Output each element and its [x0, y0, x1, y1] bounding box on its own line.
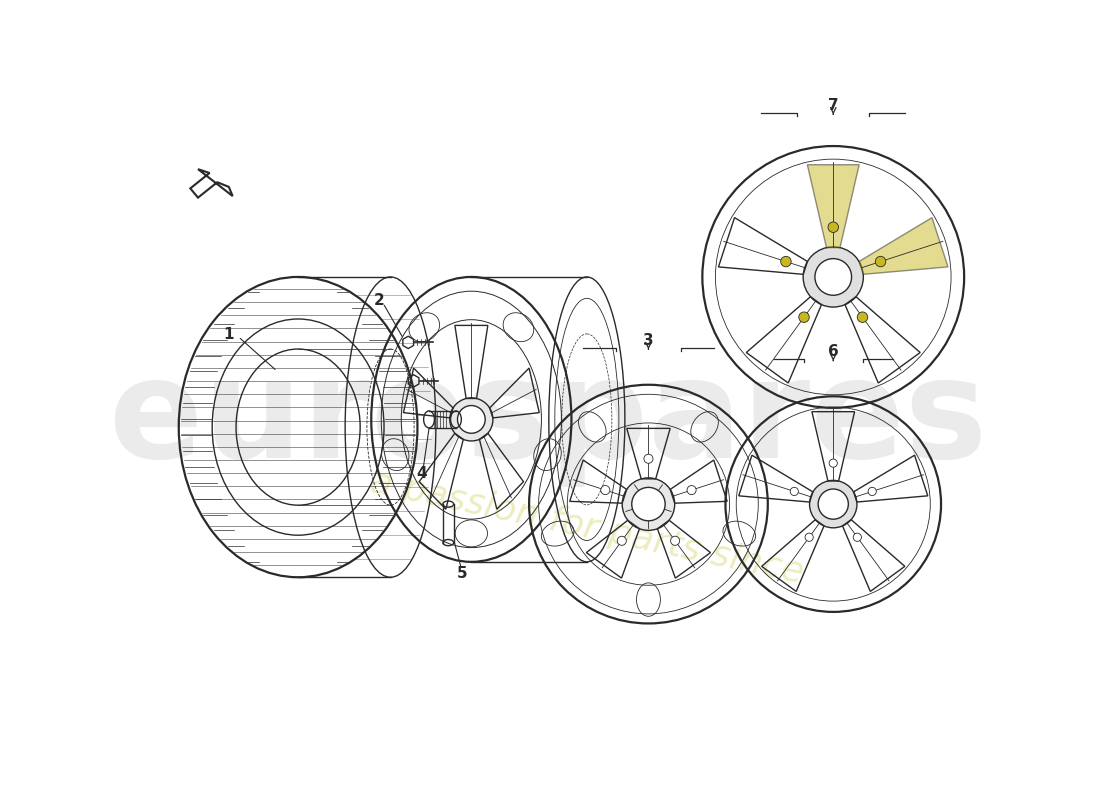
Circle shape — [601, 486, 609, 494]
Circle shape — [829, 459, 837, 467]
Circle shape — [857, 312, 868, 322]
Circle shape — [790, 487, 799, 495]
Polygon shape — [807, 165, 859, 248]
Text: 4: 4 — [416, 466, 427, 481]
Circle shape — [815, 258, 851, 295]
Circle shape — [868, 487, 877, 495]
Circle shape — [623, 478, 674, 530]
Circle shape — [671, 536, 680, 546]
Circle shape — [631, 487, 666, 521]
Text: 5: 5 — [456, 566, 468, 581]
Text: eurospares: eurospares — [109, 352, 988, 487]
Text: 1: 1 — [223, 327, 234, 342]
Circle shape — [644, 454, 653, 463]
Circle shape — [818, 489, 848, 519]
Circle shape — [617, 536, 626, 546]
Circle shape — [799, 312, 810, 322]
Text: a passion for parts since: a passion for parts since — [367, 465, 806, 590]
Text: 2: 2 — [374, 293, 384, 307]
Circle shape — [876, 256, 886, 267]
Polygon shape — [859, 218, 948, 274]
Circle shape — [810, 480, 857, 528]
Text: 3: 3 — [644, 333, 653, 347]
Circle shape — [805, 533, 813, 542]
Text: 6: 6 — [828, 344, 838, 359]
Circle shape — [803, 247, 864, 307]
Text: 7: 7 — [828, 98, 838, 113]
Circle shape — [458, 406, 485, 434]
Circle shape — [450, 398, 493, 441]
Circle shape — [781, 256, 791, 267]
Circle shape — [688, 486, 696, 494]
Circle shape — [828, 222, 838, 233]
Circle shape — [854, 533, 861, 542]
